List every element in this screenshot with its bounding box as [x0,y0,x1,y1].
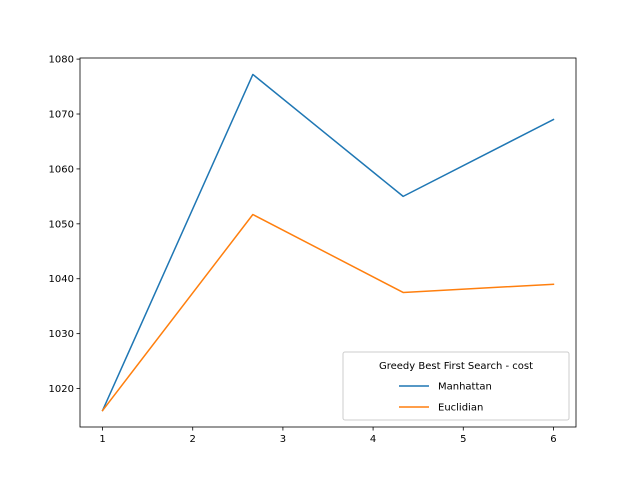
legend-title: Greedy Best First Search - cost [379,361,533,372]
axes-frame [79,57,577,428]
series-line-manhattan [101,73,555,412]
x-tick-label: 5 [460,434,466,445]
y-tick-label: 1060 [49,164,74,175]
x-tick-label: 2 [190,434,196,445]
x-tick-label: 1 [99,434,105,445]
x-tick-label: 4 [370,434,376,445]
series-line-euclidian [101,213,555,412]
legend-label-euclidian: Euclidian [438,403,483,414]
y-tick-label: 1040 [49,274,74,285]
axes: 1 2 3 4 5 6 1020 1030 1040 1050 1060 1070 1080 [49,55,577,445]
legend: Greedy Best First Search - cost Manhattan… [342,351,570,421]
y-tick-label: 1070 [49,110,74,121]
y-tick-label: 1050 [49,219,74,230]
y-tick-label: 1030 [49,329,74,340]
x-tick-label: 3 [280,434,286,445]
y-tick-label: 1080 [49,55,74,66]
legend-box [342,351,570,421]
legend-label-manhattan: Manhattan [438,382,492,393]
y-tick-label: 1020 [49,384,74,395]
x-tick-label: 6 [550,434,556,445]
